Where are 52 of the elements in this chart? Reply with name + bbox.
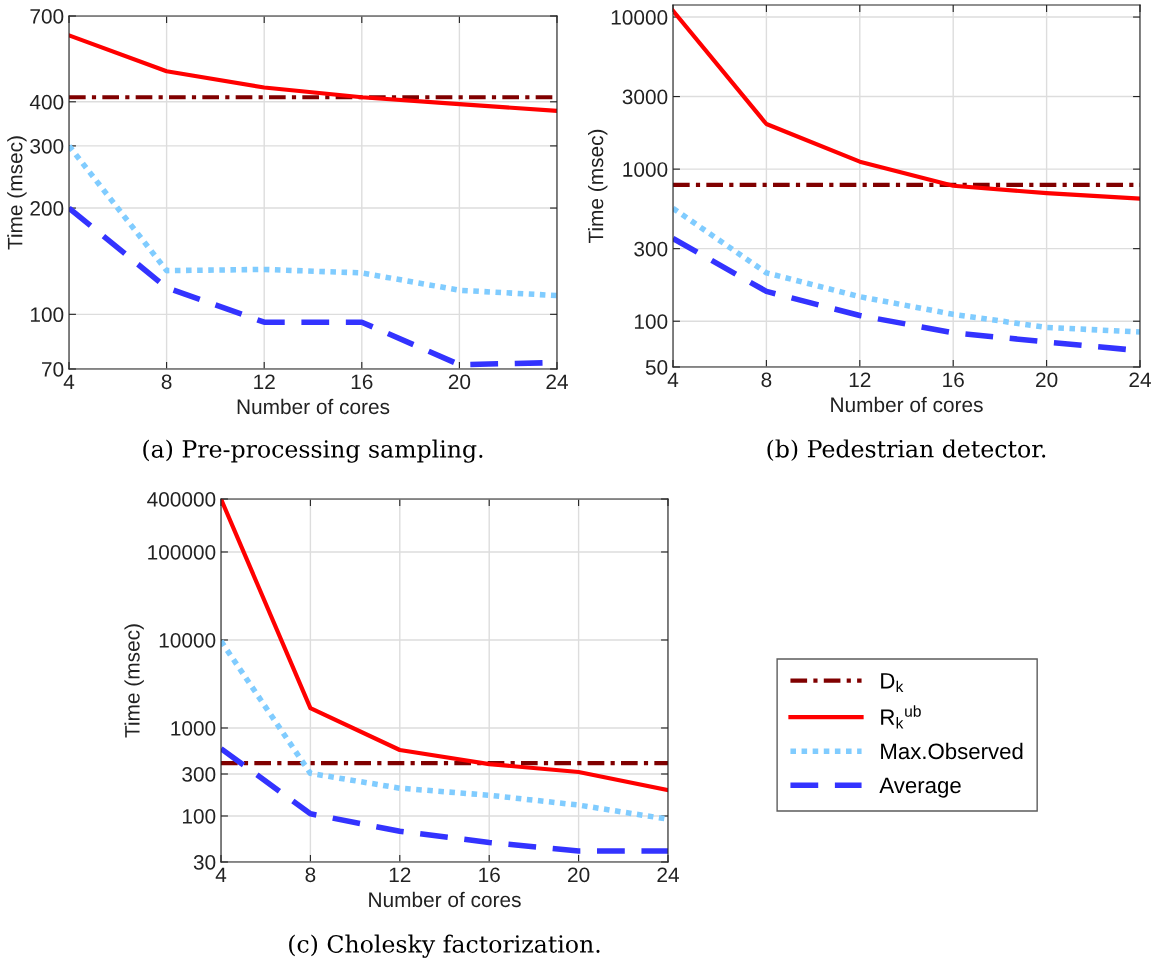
x-tick-label: 20 [448, 374, 471, 390]
x-tick-label: 16 [479, 867, 500, 883]
x-tick-label: 20 [568, 867, 590, 883]
y-axis-title: Time (msec) [588, 129, 608, 243]
y-tick-label: 300 [182, 767, 216, 782]
y-tick-label: 100 [634, 314, 668, 329]
y-tick-label: 400 [29, 94, 64, 110]
x-tick-label: 4 [667, 372, 679, 387]
text: (a) Pre-processing sampling. [143, 439, 483, 463]
legend-label: Max.Observed [881, 742, 1023, 760]
x-tick-label: 12 [389, 867, 411, 882]
y-tick-label: 300 [634, 241, 668, 257]
x-tick-label: 12 [254, 374, 275, 389]
x-tick-label: 24 [546, 374, 568, 389]
y-axis-title: Time (msec) [7, 136, 27, 250]
x-tick-label: 24 [657, 867, 679, 882]
x-axis-title: Number of cores [237, 398, 390, 415]
x-tick-label: 4 [63, 374, 75, 389]
x-tick-label: 4 [215, 867, 227, 882]
x-tick-label: 8 [761, 372, 772, 388]
y-tick-label: 70 [42, 362, 64, 377]
x-tick-label: 16 [351, 374, 373, 390]
x-tick-label: 20 [1036, 372, 1058, 388]
x-axis-title: Number of cores [369, 891, 521, 908]
y-tick-label: 10000 [611, 10, 668, 25]
x-tick-label: 16 [943, 372, 964, 388]
y-tick-label: 300 [30, 138, 64, 154]
line-series [69, 33, 557, 113]
legend-label: R$_{k}$$^{ub}$ [881, 705, 921, 729]
legend-label: D$_{k}$ [881, 673, 904, 692]
x-tick-label: 24 [1129, 372, 1151, 387]
x-tick-label: 8 [161, 374, 172, 390]
y-tick-label: 100 [182, 808, 216, 824]
y-tick-label: 700 [30, 9, 64, 24]
x-axis-title: Number of cores [831, 396, 983, 413]
legend-label: Average [879, 777, 961, 798]
text: (c) Cholesky factorization. [289, 934, 600, 958]
x-tick-label: 12 [849, 372, 871, 387]
y-tick-label: 1000 [171, 720, 216, 736]
y-tick-label: 10000 [159, 632, 216, 648]
y-tick-label: 30 [193, 855, 216, 870]
y-tick-label: 200 [30, 201, 64, 216]
y-tick-label: 3000 [622, 89, 668, 105]
y-tick-label: 400000 [147, 492, 216, 507]
y-tick-label: 100000 [148, 544, 216, 560]
x-tick-label: 8 [305, 867, 316, 883]
y-tick-label: 100 [30, 307, 64, 323]
y-axis-title: Time (msec) [124, 624, 144, 738]
y-tick-label: 1000 [623, 162, 668, 177]
text: (b) Pedestrian detector. [767, 439, 1046, 462]
line-series [673, 8, 1140, 201]
y-tick-label: 50 [645, 360, 668, 375]
